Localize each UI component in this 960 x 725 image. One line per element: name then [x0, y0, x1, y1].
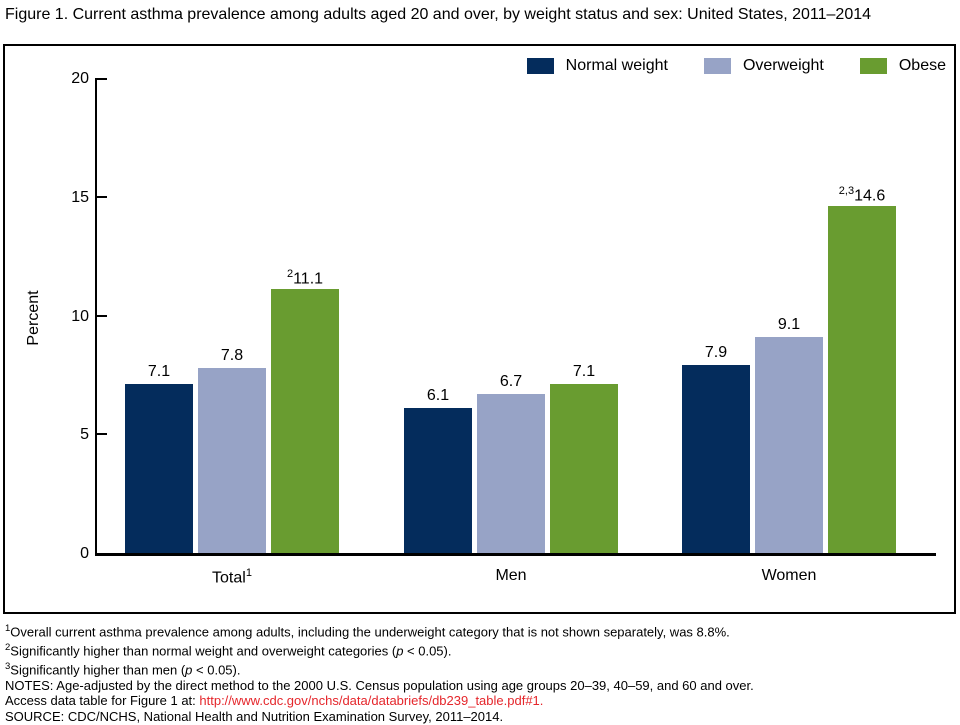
bar-value-label: 7.8: [220, 346, 244, 364]
bar-value-label: 6.7: [499, 372, 523, 390]
footnote-text: Access data table for Figure 1 at:: [5, 693, 200, 709]
y-tick: [95, 78, 107, 80]
bar-value-label: 2,314.6: [838, 185, 886, 205]
bar-value-label: 9.1: [777, 315, 801, 333]
footnote-text: 1: [5, 623, 11, 634]
legend: Normal weight Overweight Obese: [491, 57, 946, 75]
legend-swatch-icon: [703, 58, 731, 74]
bar-normal-weight: 6.1: [404, 387, 472, 553]
legend-swatch-icon: [526, 58, 554, 74]
bar-value-label: 7.1: [147, 363, 171, 381]
y-tick-label: 15: [71, 188, 89, 206]
footnote-text: p: [396, 643, 404, 659]
footnote-text: NOTES: Age-adjusted by the direct method…: [5, 677, 754, 693]
bar-normal-weight: 7.1: [125, 363, 193, 553]
legend-item: Normal weight: [526, 57, 668, 75]
bar-obese: 211.1: [271, 268, 339, 553]
footnote-text: SOURCE: CDC/NCHS, National Health and Nu…: [5, 708, 504, 724]
y-tick-label: 0: [80, 545, 89, 562]
y-tick-label: 10: [71, 307, 89, 325]
data-table-link[interactable]: http://www.cdc.gov/nchs/data/databriefs/…: [199, 693, 544, 709]
category-label-total: Total1: [212, 567, 252, 587]
y-tick: [95, 314, 107, 317]
bar-overweight: 6.7: [477, 373, 545, 553]
footnote-text: p: [185, 662, 193, 678]
footnote-text: Significantly higher than normal weight …: [10, 643, 397, 659]
footnote-line: NOTES: Age-adjusted by the direct method…: [5, 678, 754, 694]
bar-overweight: 9.1: [755, 316, 823, 553]
footnote-text: < 0.05).: [403, 643, 452, 659]
footnote-line: 1Overall current asthma prevalence among…: [5, 621, 754, 640]
x-axis-line: [95, 553, 936, 556]
bar-obese: 2,314.6: [828, 185, 896, 553]
footnotes: 1Overall current asthma prevalence among…: [5, 621, 754, 725]
footnote-line: 3Significantly higher than men (p < 0.05…: [5, 659, 754, 678]
legend-swatch-icon: [859, 58, 887, 74]
legend-label: Normal weight: [565, 57, 668, 74]
bar-value-label: 211.1: [286, 268, 324, 288]
footnote-text: 3: [5, 660, 11, 672]
legend-label: Obese: [898, 57, 946, 74]
y-tick: [95, 195, 107, 198]
plot-area: 7.1 7.8 211.1 6.1 6.7 7.1 7.9 9.1 2,314.6: [95, 78, 936, 553]
y-axis-title: Percent: [25, 290, 42, 346]
footnote-text: < 0.05).: [192, 662, 241, 678]
bar-group-men: 6.1 6.7 7.1: [404, 363, 618, 553]
y-axis-line: [95, 78, 97, 555]
bar-obese: 7.1: [550, 363, 618, 553]
legend-label: Overweight: [742, 57, 824, 74]
footnote-line: 2Significantly higher than normal weight…: [5, 640, 754, 659]
figure-title: Figure 1. Current asthma prevalence amon…: [5, 6, 872, 23]
y-tick-label: 5: [80, 426, 89, 444]
chart-frame: Normal weight Overweight Obese Percent 0 5 1…: [3, 44, 956, 614]
legend-item: Overweight: [703, 57, 824, 75]
bar-value-label: 7.9: [704, 344, 728, 362]
y-tick-label: 20: [71, 70, 89, 87]
bar-group-women: 7.9 9.1 2,314.6: [682, 185, 896, 553]
category-label-men: Men: [495, 567, 527, 584]
category-label-women: Women: [761, 567, 817, 584]
y-tick: [95, 433, 107, 436]
bar-overweight: 7.8: [198, 347, 266, 553]
bar-group-total: 7.1 7.8 211.1: [125, 268, 339, 553]
bar-value-label: 7.1: [572, 363, 596, 381]
footnote-line: SOURCE: CDC/NCHS, National Health and Nu…: [5, 709, 754, 725]
footnote-text: Overall current asthma prevalence among …: [10, 624, 730, 640]
footnote-text: 2: [5, 641, 11, 653]
bar-normal-weight: 7.9: [682, 344, 750, 553]
footnote-text: Significantly higher than men (: [10, 662, 186, 678]
footnote-line: Access data table for Figure 1 at: http:…: [5, 693, 754, 709]
bar-value-label: 6.1: [426, 387, 450, 405]
legend-item: Obese: [859, 57, 946, 75]
